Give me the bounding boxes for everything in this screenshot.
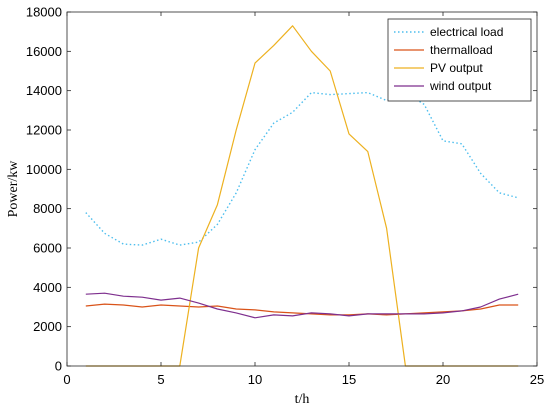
x-tick-label: 10 xyxy=(248,372,262,387)
x-tick-label: 15 xyxy=(342,372,356,387)
x-tick-label: 5 xyxy=(157,372,164,387)
y-tick-label: 14000 xyxy=(26,83,62,98)
series-line-3 xyxy=(85,292,519,319)
legend-label-1: thermalload xyxy=(430,43,493,57)
axes-layer: 0 5 10 15 20 25 0 2000 4000 6000 8000 10000 12000 140… xyxy=(26,5,544,388)
legend-label-2: PV output xyxy=(430,61,483,75)
legend: electrical load thermalload PV output wind … xyxy=(387,18,532,102)
x-tick-label: 20 xyxy=(436,372,450,387)
legend-label-3: wind output xyxy=(429,79,492,93)
y-tick-label: 18000 xyxy=(26,5,62,20)
series-line-1 xyxy=(85,303,519,316)
y-tick-label: 2000 xyxy=(33,319,62,334)
series-line-0 xyxy=(85,91,519,246)
y-tick-label: 8000 xyxy=(33,201,62,216)
axes-frame xyxy=(66,11,538,367)
y-tick-label: 16000 xyxy=(26,44,62,59)
y-tick-label: 6000 xyxy=(33,241,62,256)
y-tick-label: 10000 xyxy=(26,162,62,177)
legend-box xyxy=(387,18,532,102)
y-tick-label: 4000 xyxy=(33,280,62,295)
legend-label-0: electrical load xyxy=(430,25,503,39)
y-tick-label: 0 xyxy=(55,359,62,374)
x-tick-label: 0 xyxy=(63,372,70,387)
x-tick-label: 25 xyxy=(530,372,544,387)
y-axis-label: Power/kw xyxy=(6,160,21,218)
x-axis-label: t/h xyxy=(295,392,310,407)
y-tick-label: 12000 xyxy=(26,123,62,138)
